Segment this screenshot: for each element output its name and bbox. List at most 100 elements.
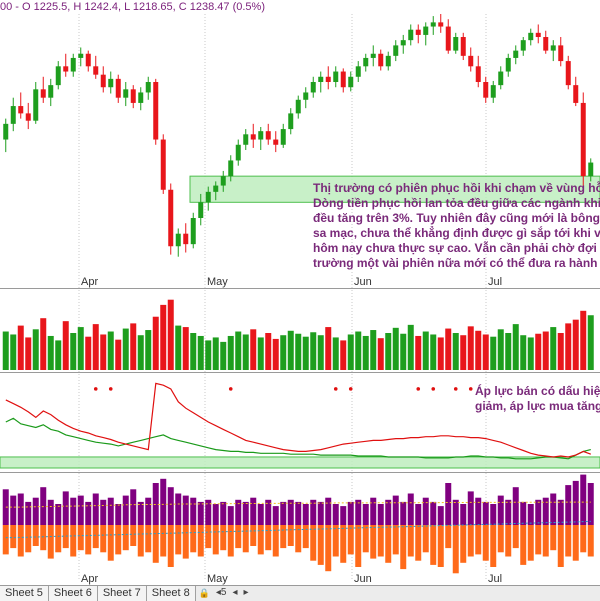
candle-body <box>168 189 174 247</box>
volume-bar <box>62 321 69 370</box>
buy-pressure-bar <box>355 499 362 525</box>
candle-body <box>513 50 519 58</box>
candle-body <box>528 32 534 41</box>
candle-body <box>370 53 376 58</box>
volume-bar <box>85 336 92 370</box>
buy-pressure-bar <box>385 499 392 525</box>
buy-pressure-bar <box>475 497 482 525</box>
candle-body <box>475 66 481 82</box>
buy-pressure-bar <box>257 504 264 525</box>
sell-pressure-bar <box>572 525 579 561</box>
buy-pressure-bar <box>287 499 294 525</box>
candle-body <box>63 66 69 72</box>
candle-body <box>460 37 466 56</box>
buy-pressure-bar <box>272 506 279 525</box>
buy-pressure-bar <box>512 487 519 525</box>
volume-bar <box>235 331 242 370</box>
buy-pressure-bar <box>490 504 497 525</box>
sell-pressure-bar <box>130 525 137 546</box>
signal-dot <box>453 387 458 391</box>
volume-bar <box>445 328 452 370</box>
buy-pressure-bar <box>520 501 527 525</box>
signal-dot <box>228 387 233 391</box>
candle-body <box>580 102 586 177</box>
volume-bar <box>437 337 444 370</box>
sell-pressure-bar <box>355 525 362 567</box>
candle-body <box>348 76 354 88</box>
buy-pressure-bar <box>527 504 534 525</box>
volume-bar <box>557 333 564 370</box>
support-zone <box>189 175 600 203</box>
sell-pressure-bar <box>302 525 309 549</box>
buy-pressure-bar <box>467 491 474 525</box>
buy-pressure-bar <box>2 489 9 525</box>
volume-bar <box>422 331 429 370</box>
sell-pressure-bar <box>482 525 489 561</box>
volume-bar <box>460 335 467 370</box>
sheet-tab-8[interactable]: Sheet 8 <box>146 586 196 601</box>
candle-body <box>265 131 271 140</box>
lock-icon[interactable]: 🔒 <box>198 588 210 598</box>
sheet-tab-7[interactable]: Sheet 7 <box>97 586 147 601</box>
volume-bar <box>355 331 362 370</box>
sell-pressure-bar <box>467 525 474 557</box>
sell-pressure-bar <box>10 525 17 549</box>
buy-pressure-bar <box>145 497 152 525</box>
buy-pressure-bar <box>160 478 167 525</box>
candle-body <box>498 71 504 86</box>
sell-pressure-bar <box>520 525 527 565</box>
volume-panel <box>2 299 594 370</box>
candle-body <box>228 160 234 177</box>
volume-bar <box>212 337 219 370</box>
sell-pressure-bar <box>325 525 332 572</box>
candle-body <box>423 26 429 35</box>
price-note-line: hôm nay chưa thực sự cao. Vẫn cần phải c… <box>313 240 597 255</box>
sell-pressure-bar <box>377 525 384 557</box>
scroll-first-icon[interactable]: ◂ <box>232 587 238 598</box>
sheet-tab-5[interactable]: Sheet 5 <box>0 586 49 601</box>
candle-body <box>295 99 301 114</box>
candle-body <box>273 139 279 145</box>
candle-body <box>205 191 211 203</box>
sell-pressure-bar <box>190 525 197 553</box>
scroll-next-icon[interactable]: ▸ <box>243 587 249 598</box>
sell-pressure-bar <box>167 525 174 567</box>
sell-pressure-bar <box>370 525 377 559</box>
candle-body <box>3 123 9 140</box>
candle-body <box>310 82 316 93</box>
volume-bar <box>122 328 129 370</box>
price-panel <box>3 14 600 257</box>
sheet-tab-6[interactable]: Sheet 6 <box>48 586 98 601</box>
candle-body <box>393 45 399 56</box>
volume-bar <box>55 340 62 370</box>
flow-red-line <box>5 382 592 458</box>
sell-pressure-bar <box>70 525 77 557</box>
candle-body <box>333 71 339 82</box>
buy-pressure-bar <box>430 501 437 525</box>
buy-pressure-bar <box>197 501 204 525</box>
sell-pressure-bar <box>160 525 167 557</box>
buy-pressure-bar <box>580 474 587 525</box>
candle-body <box>198 202 204 218</box>
buy-pressure-bar <box>362 504 369 525</box>
candle-body <box>48 85 54 98</box>
buy-pressure-bar <box>205 499 212 525</box>
volume-bar <box>580 310 587 370</box>
month-label: Jun <box>354 276 372 288</box>
candle-body <box>18 106 24 114</box>
buy-pressure-bar <box>10 495 17 525</box>
volume-bar <box>190 333 197 370</box>
buy-pressure-bar <box>115 504 122 525</box>
volume-bar <box>535 333 542 370</box>
volume-bar <box>47 335 54 370</box>
buy-pressure-bar <box>92 493 99 525</box>
candle-body <box>33 89 39 121</box>
candle-body <box>303 92 309 100</box>
scroll-prev-5-icon[interactable]: ◂5 <box>215 587 227 598</box>
buy-pressure-bar <box>310 499 317 525</box>
sell-pressure-bar <box>415 525 422 561</box>
candle-body <box>55 66 61 86</box>
sell-pressure-bar <box>392 525 399 555</box>
candle-body <box>573 85 579 103</box>
candle-body <box>235 144 241 161</box>
